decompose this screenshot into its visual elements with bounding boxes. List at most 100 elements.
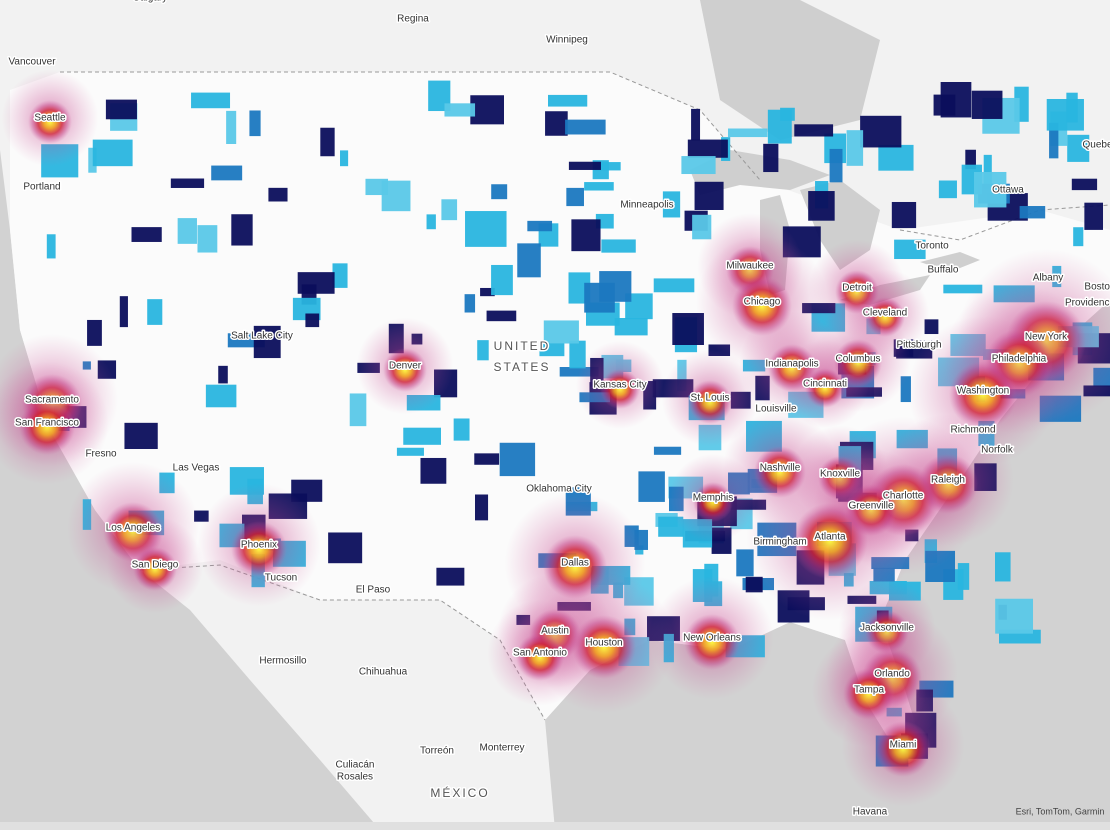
place-label: Las Vegas: [173, 463, 220, 474]
county-patch: [231, 214, 253, 246]
county-patch: [539, 342, 565, 357]
county-patch: [938, 180, 957, 199]
county-patch: [396, 447, 424, 456]
county-patch: [197, 225, 218, 253]
county-patch: [1019, 206, 1046, 219]
county-patch: [662, 191, 681, 218]
place-label: Chicago: [744, 297, 781, 308]
county-patch: [983, 154, 992, 189]
county-patch: [691, 108, 701, 141]
county-patch: [88, 147, 97, 173]
heat-spot: [28, 100, 72, 144]
place-label: Philadelphia: [992, 354, 1047, 365]
county-patch: [545, 111, 568, 136]
heat-spot: [516, 633, 564, 681]
county-patch: [477, 340, 489, 361]
place-label: Calgary: [133, 0, 167, 4]
place-label: San Francisco: [15, 418, 79, 429]
place-label: Regina: [397, 14, 429, 25]
county-patch: [177, 218, 197, 244]
county-patch: [965, 149, 976, 170]
county-patch: [436, 567, 465, 586]
county-patch: [491, 264, 513, 296]
county-patch: [1071, 178, 1098, 191]
county-patch: [249, 110, 261, 137]
country-label: STATES: [494, 360, 551, 374]
county-patch: [1066, 92, 1078, 123]
county-patch: [441, 199, 458, 221]
labels: Calgary Regina Winnipeg Vancouver Seattle Por…: [7, 0, 1110, 819]
place-label: Providence: [1065, 298, 1110, 309]
place-label: Louisville: [755, 404, 797, 415]
county-patch: [470, 95, 504, 125]
place-label: Miami: [890, 740, 917, 751]
place-label: Portland: [23, 182, 60, 193]
heat-spot: [688, 380, 732, 424]
county-patch: [763, 143, 779, 173]
heat-spot: [693, 482, 733, 522]
county-patch: [900, 376, 911, 403]
county-patch: [614, 318, 648, 336]
county-patch: [653, 446, 682, 455]
county-patch: [305, 313, 320, 328]
county-patch: [1084, 202, 1104, 230]
county-patch: [480, 287, 495, 297]
place-label: Richmond: [950, 425, 995, 436]
heat-spot: [231, 521, 287, 577]
county-patch: [119, 296, 128, 328]
county-patch: [426, 214, 436, 230]
place-label: San Antonio: [513, 648, 567, 659]
place-label: Salt Lake City: [231, 331, 293, 342]
county-patch: [638, 471, 665, 502]
place-label: Memphis: [693, 493, 734, 504]
hudson-bay: [700, 0, 880, 140]
county-patch: [46, 234, 56, 259]
place-label: Boston: [1084, 282, 1110, 293]
county-patch: [124, 422, 158, 450]
county-patch: [974, 171, 1007, 208]
county-patch: [687, 139, 728, 158]
place-label: Jacksonville: [860, 623, 914, 634]
place-label: Atlanta: [814, 532, 846, 543]
place-label: Winnipeg: [546, 35, 588, 46]
county-patch: [464, 294, 476, 313]
place-label: Monterrey: [479, 743, 524, 754]
place-label: Raleigh: [931, 475, 965, 486]
place-label: New Orleans: [683, 633, 741, 644]
county-patch: [681, 156, 716, 175]
county-patch: [340, 150, 349, 167]
county-patch: [1073, 227, 1084, 247]
county-patch: [453, 418, 470, 441]
county-patch: [218, 365, 228, 384]
place-label: Quebec: [1082, 140, 1110, 151]
place-label: Milwaukee: [726, 261, 774, 272]
county-patch: [194, 510, 209, 522]
county-patch: [957, 563, 970, 590]
county-patch: [943, 284, 983, 294]
county-patch: [191, 92, 231, 109]
county-patch: [297, 272, 335, 294]
place-label: Dallas: [561, 558, 589, 569]
county-patch: [933, 94, 956, 116]
county-patch: [444, 103, 476, 117]
place-label: Indianapolis: [765, 359, 818, 370]
county-patch: [1049, 122, 1059, 159]
lake-ontario: [920, 252, 980, 272]
county-patch: [878, 144, 914, 171]
county-patch: [894, 239, 926, 260]
county-patch: [253, 325, 281, 359]
place-label: Vancouver: [8, 57, 56, 68]
place-label: New York: [1025, 332, 1068, 343]
county-patch: [268, 187, 288, 202]
place-label: Charlotte: [883, 491, 924, 502]
heat-spot: [600, 369, 640, 409]
county-patch: [205, 384, 237, 408]
place-label: Cleveland: [863, 308, 907, 319]
place-label: Hermosillo: [259, 656, 307, 667]
place-label: Denver: [389, 361, 422, 372]
county-patch: [291, 479, 323, 502]
heat-spot: [792, 503, 868, 579]
place-label: St. Louis: [691, 393, 730, 404]
heat-spot: [949, 361, 1017, 429]
